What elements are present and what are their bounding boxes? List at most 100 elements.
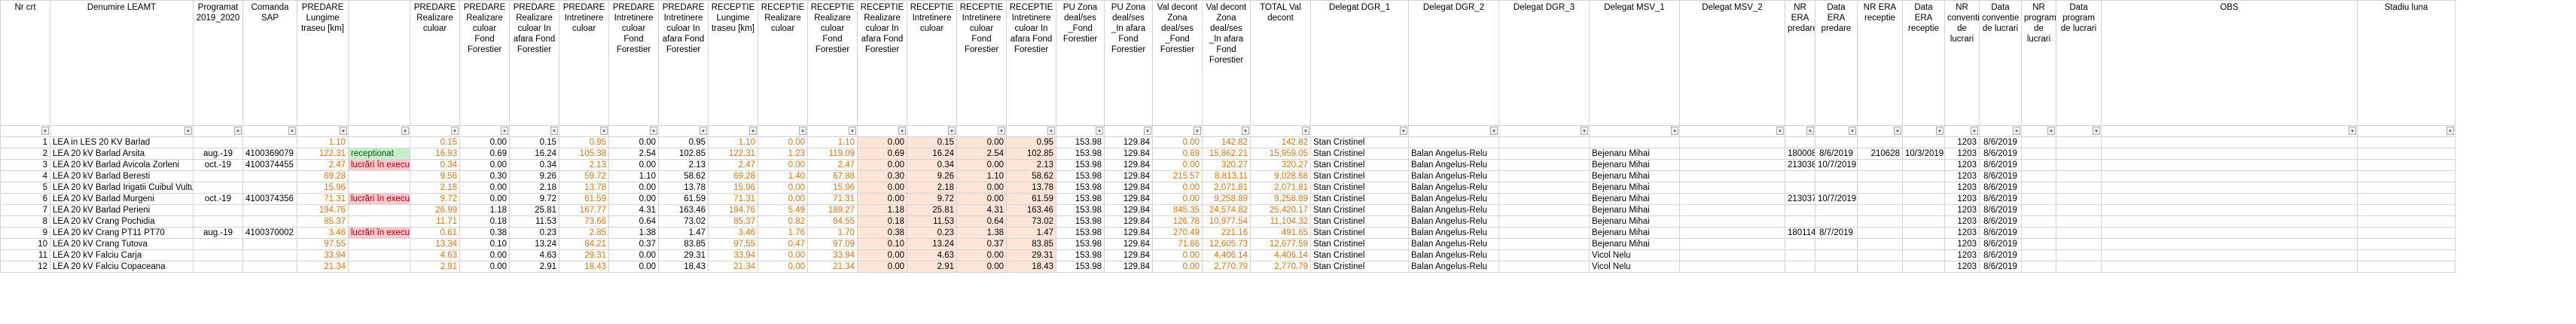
cell-val-decont-aff[interactable]: 24,574.82	[1202, 204, 1251, 216]
column-header-val-decont-ff[interactable]: Val decont Zona deal/ses _Fond Forestier	[1152, 0, 1203, 126]
cell-data-program[interactable]	[2056, 136, 2102, 148]
cell-nr-era-receptie[interactable]	[1857, 182, 1903, 194]
cell-receptie-intretinere[interactable]: 9.72	[907, 193, 957, 205]
cell-val-decont-ff[interactable]: 270.49	[1152, 227, 1203, 239]
cell-receptie-realizare[interactable]: 1.76	[758, 227, 808, 239]
cell-receptie-intretinere-ff[interactable]: 4.31	[956, 204, 1007, 216]
column-header-receptie-intretinere[interactable]: RECEPTIE Intretinere culoar	[907, 0, 957, 126]
column-header-delegat-msv1[interactable]: Delegat MSV_1	[1589, 0, 1680, 126]
cell-total-val-decont[interactable]: 9,028.68	[1250, 170, 1311, 182]
cell-receptie-intretinere-aff[interactable]: 2.13	[1006, 159, 1056, 171]
cell-nr-conventie[interactable]: 1203	[1944, 227, 1980, 239]
cell-obs[interactable]	[2101, 182, 2358, 194]
cell-stadiu-luna[interactable]	[2357, 159, 2456, 171]
cell-stadiu-luna[interactable]	[2357, 227, 2456, 239]
cell-predare-realizare[interactable]: 11.71	[410, 215, 460, 228]
cell-receptie-realizare-ff[interactable]: 1.10	[807, 136, 858, 148]
cell-delegat-msv2[interactable]	[1679, 182, 1785, 194]
cell-data-era-receptie[interactable]: 10/3/2019	[1902, 148, 1945, 160]
cell-nr-crt[interactable]: 12	[0, 261, 50, 273]
cell-predare-intretinere-ff[interactable]: 0.64	[608, 215, 659, 228]
chevron-down-icon[interactable]: ▾	[1047, 127, 1055, 135]
column-header-data-era-predare[interactable]: Data ERA predare	[1815, 0, 1858, 126]
cell-delegat-dgr2[interactable]: Balan Angelus-Relu	[1408, 227, 1499, 239]
cell-delegat-dgr1[interactable]: Stan Cristinel	[1310, 136, 1409, 148]
chevron-down-icon[interactable]: ▾	[600, 127, 608, 135]
cell-nr-crt[interactable]: 3	[0, 159, 50, 171]
cell-delegat-dgr2[interactable]: Balan Angelus-Relu	[1408, 238, 1499, 250]
column-header-denumire[interactable]: Denumire LEAMT	[50, 0, 194, 126]
cell-receptie-realizare[interactable]: 1.40	[758, 170, 808, 182]
cell-data-era-receptie[interactable]	[1902, 159, 1945, 171]
cell-receptie-intretinere-aff[interactable]: 0.95	[1006, 136, 1056, 148]
column-header-nr-crt[interactable]: Nr crt	[0, 0, 50, 126]
cell-data-era-predare[interactable]	[1815, 238, 1858, 250]
column-header-predare-realizare[interactable]: PREDARE Realizare culoar	[410, 0, 460, 126]
cell-denumire[interactable]: LEA 20 kV Crang Pochidia	[50, 215, 194, 228]
cell-delegat-dgr2[interactable]: Balan Angelus-Relu	[1408, 182, 1499, 194]
cell-delegat-dgr1[interactable]: Stan Cristinel	[1310, 159, 1409, 171]
cell-data-conventie[interactable]: 8/6/2019	[1979, 261, 2022, 273]
cell-data-era-receptie[interactable]	[1902, 249, 1945, 261]
cell-stadiu[interactable]	[348, 170, 410, 182]
cell-receptie-realizare-aff[interactable]: 0.18	[857, 215, 907, 228]
cell-receptie-intretinere-ff[interactable]: 0.00	[956, 182, 1007, 194]
cell-val-decont-ff[interactable]: 71.86	[1152, 238, 1203, 250]
cell-receptie-lungime[interactable]: 71.31	[708, 193, 758, 205]
cell-nr-crt[interactable]: 6	[0, 193, 50, 205]
cell-receptie-realizare-aff[interactable]: 0.00	[857, 182, 907, 194]
cell-stadiu-luna[interactable]	[2357, 136, 2456, 148]
cell-receptie-intretinere[interactable]: 0.23	[907, 227, 957, 239]
cell-receptie-lungime[interactable]: 15.96	[708, 182, 758, 194]
chevron-down-icon[interactable]: ▾	[1302, 127, 1309, 135]
cell-obs[interactable]	[2101, 170, 2358, 182]
cell-stadiu-luna[interactable]	[2357, 238, 2456, 250]
cell-nr-conventie[interactable]: 1203	[1944, 159, 1980, 171]
cell-data-era-receptie[interactable]	[1902, 170, 1945, 182]
column-header-nr-conventie[interactable]: NR conventie de lucrari	[1944, 0, 1980, 126]
cell-delegat-msv1[interactable]: Bejenaru Mihai	[1589, 193, 1680, 205]
cell-delegat-dgr2[interactable]: Balan Angelus-Relu	[1408, 170, 1499, 182]
cell-receptie-lungime[interactable]: 21.34	[708, 261, 758, 273]
cell-comanda-sap[interactable]: 4100370002	[242, 227, 297, 239]
cell-delegat-dgr2[interactable]: Balan Angelus-Relu	[1408, 204, 1499, 216]
cell-predare-realizare-ff[interactable]: 0.00	[459, 136, 510, 148]
cell-data-conventie[interactable]: 8/6/2019	[1979, 136, 2022, 148]
cell-predare-realizare-ff[interactable]: 1.18	[459, 204, 510, 216]
cell-nr-era-receptie[interactable]	[1857, 249, 1903, 261]
column-header-data-era-receptie[interactable]: Data ERA receptie	[1902, 0, 1945, 126]
chevron-down-icon[interactable]: ▾	[41, 127, 49, 135]
cell-nr-program[interactable]	[2021, 261, 2056, 273]
chevron-down-icon[interactable]: ▾	[451, 127, 459, 135]
cell-delegat-msv1[interactable]	[1589, 136, 1680, 148]
chevron-down-icon[interactable]: ▾	[1936, 127, 1943, 135]
cell-delegat-dgr2[interactable]: Balan Angelus-Relu	[1408, 215, 1499, 228]
cell-nr-crt[interactable]: 9	[0, 227, 50, 239]
cell-stadiu-luna[interactable]	[2357, 204, 2456, 216]
cell-receptie-realizare-aff[interactable]: 0.00	[857, 193, 907, 205]
cell-predare-intretinere-aff[interactable]: 18.43	[658, 261, 709, 273]
cell-nr-era-receptie[interactable]	[1857, 193, 1903, 205]
chevron-down-icon[interactable]: ▾	[234, 127, 242, 135]
cell-receptie-lungime[interactable]: 122.31	[708, 148, 758, 160]
cell-data-era-receptie[interactable]	[1902, 136, 1945, 148]
cell-data-program[interactable]	[2056, 238, 2102, 250]
cell-predare-realizare-ff[interactable]: 0.10	[459, 238, 510, 250]
cell-receptie-realizare-aff[interactable]: 0.00	[857, 159, 907, 171]
cell-pu-ff[interactable]: 153.98	[1056, 238, 1105, 250]
cell-comanda-sap[interactable]: 4100374356	[242, 193, 297, 205]
cell-receptie-realizare-ff[interactable]: 84.55	[807, 215, 858, 228]
cell-pu-aff[interactable]: 129.84	[1104, 170, 1153, 182]
column-header-receptie-intretinere-ff[interactable]: RECEPTIE Intretinere culoar Fond Foresti…	[956, 0, 1007, 126]
cell-delegat-dgr2[interactable]	[1408, 136, 1499, 148]
cell-programat[interactable]	[193, 215, 243, 228]
cell-nr-program[interactable]	[2021, 182, 2056, 194]
cell-delegat-dgr3[interactable]	[1498, 182, 1590, 194]
column-header-programat[interactable]: Programat 2019_2020	[193, 0, 243, 126]
cell-predare-realizare[interactable]: 0.34	[410, 159, 460, 171]
cell-data-program[interactable]	[2056, 159, 2102, 171]
cell-delegat-dgr3[interactable]	[1498, 238, 1590, 250]
cell-data-era-predare[interactable]	[1815, 182, 1858, 194]
cell-receptie-lungime[interactable]: 33.94	[708, 249, 758, 261]
cell-nr-crt[interactable]: 5	[0, 182, 50, 194]
